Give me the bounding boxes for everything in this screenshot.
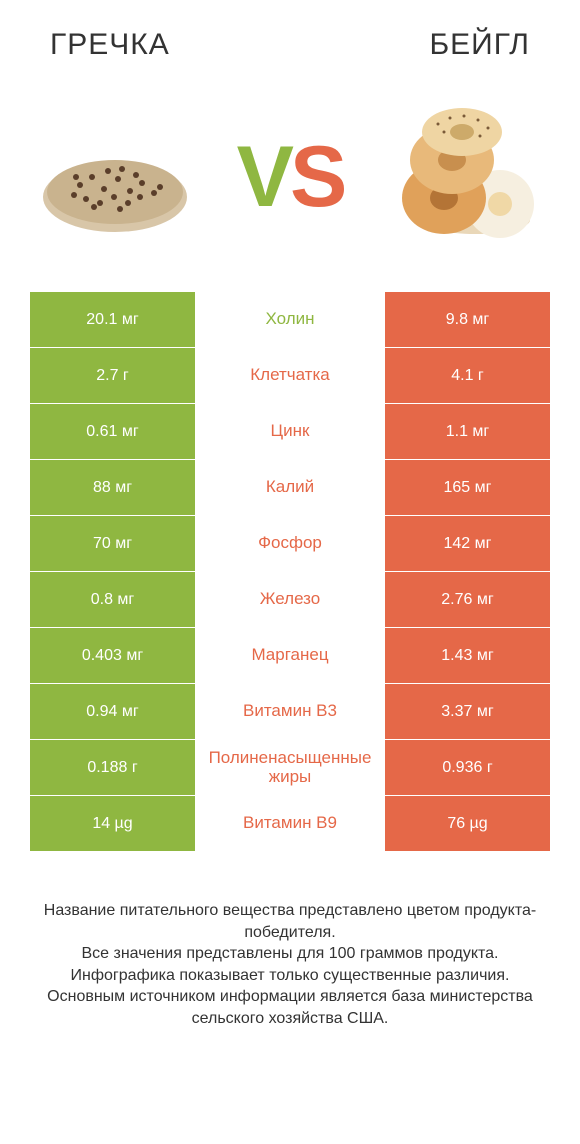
right-value: 165 мг: [385, 460, 550, 515]
bagel-icon: [380, 102, 550, 252]
left-value: 20.1 мг: [30, 292, 195, 347]
left-value: 14 µg: [30, 796, 195, 851]
left-value: 0.403 мг: [30, 628, 195, 683]
right-product-image: [380, 92, 550, 262]
footer-line-2: Все значения представлены для 100 граммо…: [24, 943, 556, 965]
table-row: 0.403 мгМарганец1.43 мг: [30, 628, 550, 684]
left-value: 2.7 г: [30, 348, 195, 403]
left-value: 70 мг: [30, 516, 195, 571]
vs-v: V: [237, 128, 290, 227]
nutrient-label: Цинк: [195, 404, 385, 459]
table-row: 2.7 гКлетчатка4.1 г: [30, 348, 550, 404]
footer-text: Название питательного вещества представл…: [24, 900, 556, 1030]
right-value: 3.37 мг: [385, 684, 550, 739]
left-value: 0.8 мг: [30, 572, 195, 627]
left-value: 0.94 мг: [30, 684, 195, 739]
table-row: 70 мгФосфор142 мг: [30, 516, 550, 572]
vs-label: VS: [237, 128, 344, 227]
images-row: VS: [0, 72, 580, 292]
right-product-title: БЕЙГЛ: [429, 28, 530, 62]
footer-line-4: Основным источником информации является …: [24, 986, 556, 1029]
right-value: 2.76 мг: [385, 572, 550, 627]
vs-s: S: [290, 128, 343, 227]
right-value: 1.1 мг: [385, 404, 550, 459]
footer-line-3: Инфографика показывает только существенн…: [24, 965, 556, 987]
left-product-title: ГРЕЧКА: [50, 28, 170, 62]
comparison-table: 20.1 мгХолин9.8 мг2.7 гКлетчатка4.1 г0.6…: [30, 292, 550, 852]
header-row: ГРЕЧКА БЕЙГЛ: [0, 0, 580, 72]
nutrient-label: Фосфор: [195, 516, 385, 571]
nutrient-label: Марганец: [195, 628, 385, 683]
nutrient-label: Витамин B3: [195, 684, 385, 739]
nutrient-label: Железо: [195, 572, 385, 627]
table-row: 88 мгКалий165 мг: [30, 460, 550, 516]
table-row: 0.61 мгЦинк1.1 мг: [30, 404, 550, 460]
nutrient-label: Полиненасыщенные жиры: [195, 740, 385, 795]
nutrient-label: Витамин B9: [195, 796, 385, 851]
left-value: 0.61 мг: [30, 404, 195, 459]
right-value: 142 мг: [385, 516, 550, 571]
right-value: 1.43 мг: [385, 628, 550, 683]
table-row: 0.188 гПолиненасыщенные жиры0.936 г: [30, 740, 550, 796]
left-value: 88 мг: [30, 460, 195, 515]
table-row: 20.1 мгХолин9.8 мг: [30, 292, 550, 348]
footer-line-1: Название питательного вещества представл…: [24, 900, 556, 943]
nutrient-label: Холин: [195, 292, 385, 347]
nutrient-label: Калий: [195, 460, 385, 515]
right-value: 0.936 г: [385, 740, 550, 795]
table-row: 0.8 мгЖелезо2.76 мг: [30, 572, 550, 628]
right-value: 9.8 мг: [385, 292, 550, 347]
left-value: 0.188 г: [30, 740, 195, 795]
buckwheat-icon: [30, 107, 200, 247]
right-value: 4.1 г: [385, 348, 550, 403]
table-row: 0.94 мгВитамин B33.37 мг: [30, 684, 550, 740]
table-row: 14 µgВитамин B976 µg: [30, 796, 550, 852]
nutrient-label: Клетчатка: [195, 348, 385, 403]
left-product-image: [30, 92, 200, 262]
right-value: 76 µg: [385, 796, 550, 851]
